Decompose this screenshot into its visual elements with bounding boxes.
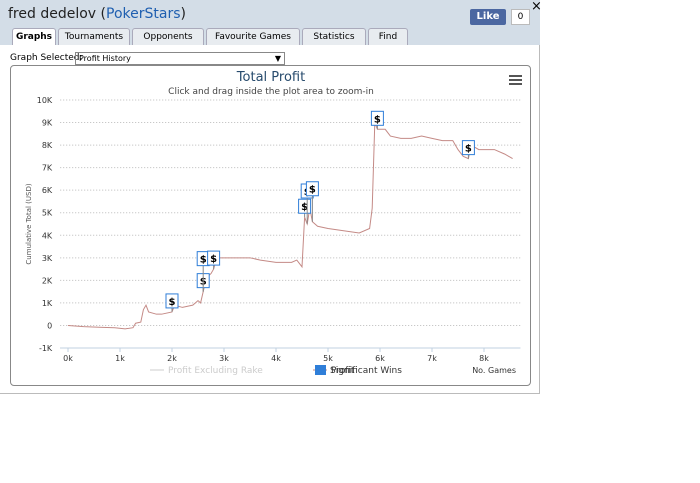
chart-title: Total Profit (236, 70, 305, 85)
x-axis-title: No. Games (472, 366, 516, 375)
x-tick-label: 4k (271, 354, 281, 363)
y-tick-label: 5K (42, 209, 53, 218)
menu-button[interactable] (509, 75, 522, 85)
flag-title: $ (465, 144, 472, 155)
chart-subtitle: Click and drag inside the plot area to z… (168, 87, 374, 97)
legend-label: Profit (331, 366, 355, 376)
tab[interactable]: Favourite Games (206, 28, 300, 45)
legend-label: Profit Excluding Rake (168, 366, 263, 376)
like-count: 0 (511, 9, 530, 25)
win-flag: $ (461, 140, 475, 159)
win-flag: $ (370, 110, 384, 130)
tab[interactable]: Graphs (12, 28, 56, 45)
legend-item[interactable]: Profit Excluding Rake (150, 366, 263, 376)
chart: Total Profit Click and drag inside the p… (25, 70, 522, 376)
graph-select[interactable]: Profit History ▼ (75, 52, 285, 65)
x-tick-label: 1k (115, 354, 125, 363)
y-tick-label: 1K (42, 299, 53, 308)
win-flag: $ (165, 293, 179, 312)
tab[interactable]: Statistics (302, 28, 366, 45)
tab[interactable]: Tournaments (58, 28, 130, 45)
x-tick-label: 5k (323, 354, 333, 363)
name: fred dedelov (8, 6, 97, 22)
legend-label: Significant Wins (330, 366, 402, 376)
win-flag: $ (196, 251, 210, 292)
y-tick-label: 2K (42, 276, 53, 285)
x-tick-label: 3k (219, 354, 229, 363)
y-tick-label: -1K (39, 344, 53, 353)
y-tick-label: 8K (42, 141, 53, 150)
x-tick-label: 8k (479, 354, 489, 363)
window (0, 45, 540, 394)
selector-label: Graph Selected: (10, 53, 83, 63)
flag-title: $ (374, 114, 381, 125)
paren: ( (100, 6, 106, 22)
win-flag: $ (207, 250, 221, 270)
y-tick-label: 3K (42, 254, 53, 263)
like-button[interactable]: Like (470, 9, 506, 25)
flag-title: $ (210, 254, 217, 265)
arrow: ▼ (274, 54, 281, 63)
flag-box (207, 250, 221, 266)
tab[interactable]: Opponents (132, 28, 204, 45)
x-tick-label: 2k (167, 354, 177, 363)
legend-item[interactable]: Significant Wins (315, 365, 402, 376)
flag-title: $ (309, 185, 316, 196)
x-tick-label: 6k (375, 354, 385, 363)
legend-swatch (315, 365, 326, 375)
y-tick-label: 7K (42, 164, 53, 173)
flag-box (461, 140, 475, 156)
y-tick-label: 10K (37, 96, 53, 105)
flag-title: $ (200, 255, 207, 266)
chart-container: Total Profit Click and drag inside the p… (10, 65, 531, 386)
y-tick-label: 6K (42, 186, 53, 195)
site-link[interactable]: PokerStars (106, 6, 181, 22)
profit-line (67, 122, 513, 330)
win-flag: $ (305, 181, 319, 222)
flag-title: $ (169, 297, 176, 308)
y-tick-label: 0 (47, 321, 52, 330)
flag-title: $ (301, 202, 308, 213)
x-tick-label: 7k (427, 354, 437, 363)
player-name: fred dedelov (PokerStars) (8, 6, 186, 22)
select-value: Profit History (79, 54, 131, 63)
y-tick-label: 9K (42, 119, 53, 128)
close-button[interactable]: × (531, 0, 542, 14)
flag-box (165, 293, 179, 309)
flag-box (370, 110, 384, 126)
paren: ) (180, 6, 186, 22)
y-axis-title: Cumulative Total (USD) (25, 183, 33, 264)
y-tick-label: 4K (42, 231, 53, 240)
flag-box (305, 181, 319, 197)
tab[interactable]: Find (368, 28, 408, 45)
x-tick-label: 0k (63, 354, 73, 363)
